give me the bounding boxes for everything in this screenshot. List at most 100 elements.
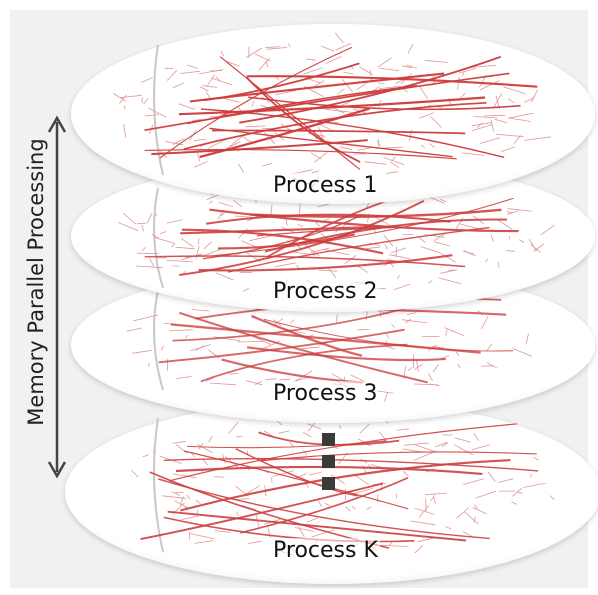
road-segment [288, 43, 291, 48]
river-line [153, 417, 164, 553]
road-segment [181, 515, 199, 520]
road-segment [311, 170, 320, 174]
road-segment [505, 250, 515, 252]
road-segment [265, 46, 280, 49]
arterial-road [159, 46, 353, 159]
road-segment [549, 495, 555, 500]
road-segment [278, 430, 290, 434]
road-segment [480, 315, 489, 330]
layer-process-k [65, 400, 598, 584]
road-segment [325, 56, 342, 64]
ellipsis-marks [322, 433, 335, 490]
arterial-road [167, 510, 467, 542]
road-segment [530, 243, 541, 253]
road-segment [289, 442, 295, 448]
arterial-road [246, 346, 446, 362]
road-segment [455, 351, 460, 356]
road-segment [441, 442, 449, 447]
road-segment [350, 374, 367, 383]
road-segment [149, 258, 155, 267]
road-segment [220, 50, 224, 57]
road-segment [420, 144, 425, 148]
layer-disk [65, 400, 598, 584]
road-segment [405, 318, 412, 324]
road-segment [434, 441, 448, 448]
road-segment [391, 156, 396, 162]
road-segment [166, 260, 193, 263]
road-segment [366, 506, 372, 510]
road-segment [438, 277, 462, 285]
road-segment [321, 45, 334, 52]
road-segment [350, 66, 355, 70]
road-segment [307, 422, 316, 432]
road-segment [390, 247, 407, 254]
road-segment [199, 69, 224, 75]
road-segment [298, 526, 305, 537]
road-segment [461, 152, 485, 156]
road-segment [379, 85, 401, 90]
road-segment [141, 97, 143, 104]
road-segment [359, 66, 374, 76]
road-segment [238, 163, 245, 173]
road-segment [227, 136, 242, 149]
road-segment [266, 47, 288, 50]
road-segment [473, 432, 480, 442]
road-segment [525, 333, 529, 345]
road-segment [142, 454, 150, 458]
road-segment [445, 329, 448, 336]
arterial-road [209, 208, 519, 233]
road-segment [386, 333, 389, 338]
road-segment [131, 469, 139, 478]
road-segment [335, 314, 338, 323]
arterial-road [179, 311, 428, 384]
road-segment [493, 93, 503, 108]
road-segment [191, 118, 202, 122]
road-segment [143, 98, 149, 105]
arterial-road [228, 226, 490, 273]
road-segment [311, 529, 335, 538]
road-segment [337, 88, 345, 95]
road-segment [272, 470, 294, 477]
road-segment [540, 224, 555, 236]
road-segment [112, 93, 127, 102]
road-segment [420, 246, 442, 254]
road-segment [461, 72, 465, 77]
road-segment [214, 476, 224, 478]
road-segment [497, 219, 513, 230]
road-segment [486, 343, 493, 352]
road-segment [235, 498, 250, 500]
arterial-road [168, 423, 518, 482]
road-segment [279, 378, 291, 381]
road-segment [476, 122, 483, 129]
road-segment [148, 362, 150, 367]
arterial-road [246, 75, 538, 88]
arterial-road [140, 482, 384, 541]
arterial-road [258, 431, 400, 446]
road-segment [471, 124, 493, 132]
arterial-road [247, 96, 521, 111]
road-segment [273, 318, 284, 326]
road-segment [503, 86, 527, 95]
road-segment [215, 76, 220, 81]
road-segment [166, 69, 178, 81]
road-segment [119, 94, 142, 99]
road-segment [487, 362, 497, 369]
road-segment [407, 44, 414, 54]
road-segment [258, 58, 270, 71]
layer-process-3 [71, 267, 595, 423]
road-segment [389, 254, 410, 259]
road-segment [194, 540, 214, 544]
river-line [153, 289, 164, 391]
arterial-road [204, 62, 360, 102]
road-segment [472, 507, 487, 515]
road-segment [457, 76, 460, 90]
road-segment [294, 527, 315, 532]
road-segment [401, 319, 428, 324]
memory-parallel-processing-label: Memory Parallel Processing [24, 138, 48, 426]
road-segment [479, 80, 500, 91]
road-segment [309, 472, 322, 476]
road-segment [317, 499, 323, 507]
road-segment [524, 97, 535, 103]
road-segment [456, 507, 470, 519]
